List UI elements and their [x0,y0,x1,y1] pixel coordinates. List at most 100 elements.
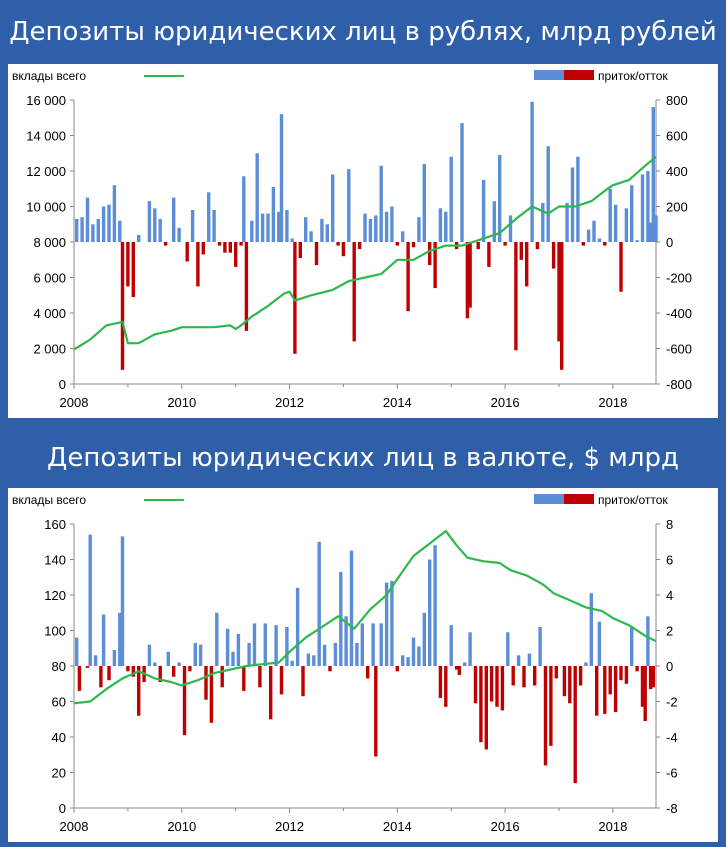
c1-flow-bar [163,242,168,246]
c2-flow-bar [506,632,510,666]
c1-flow-bar [619,242,623,292]
c1-x-tick-label: 2012 [275,395,304,410]
c1-left-tick-label: 0 [59,377,66,392]
c1-flow-bar [481,179,486,242]
c1-flow-bar [172,197,176,242]
c1-right-tick-label: 600 [666,129,688,144]
c1-flow-bar [331,174,335,242]
c2-flow-bar [406,657,410,666]
c2-flow-bar [371,623,375,666]
c2-flow-bar [589,593,593,666]
c2-flow-bar [107,666,111,681]
c1-flow-bar [158,218,162,242]
c2-flow-bar [182,666,187,736]
c2-flow-bar [527,653,532,666]
c1-flow-bar [613,204,618,242]
c1-x-tick-label: 2010 [167,395,196,410]
c1-left-tick-label: 2 000 [33,342,66,357]
c2-x-tick-label: 2012 [275,819,304,834]
c2-x-tick-label: 2008 [60,819,89,834]
c2-flow-bar [613,666,618,713]
c1-flow-bar [242,176,246,242]
c1-flow-bar [201,242,205,255]
c1-legend-flow-label: приток/отток [598,69,668,83]
c1-legend-total-label: вклады всего [12,69,86,83]
c2-flow-bar [204,666,208,700]
c1-legend-inflow-swatch [534,70,564,80]
c2-flow-bar [651,666,655,688]
c1-right-tick-label: 400 [666,164,688,179]
c2-flow-bar [562,666,567,697]
chart-2-plot-area: 0 20 40 60 80 100 120 140 160 -8 -6 -4 -2 0 2 4 6 8 2008 20… [8,488,718,842]
c2-flow-bar [533,666,537,686]
c1-flow-bar [290,238,294,242]
c1-flow-bar [347,169,351,242]
c2-flow-bar [635,666,639,672]
c1-flow-bar [357,242,362,250]
c2-x-tick-label: 2018 [598,819,627,834]
c1-flow-bar [177,227,181,242]
c1-flow-bar [285,210,289,242]
c1-x-tick-label: 2016 [491,395,520,410]
c1-flow-bar [603,242,607,246]
c1-flow-bar [390,206,394,242]
c1-flow-bar [487,242,491,267]
c1-flow-bar [444,211,448,242]
c1-flow-bar [234,242,238,267]
c2-flow-bar [225,628,230,666]
c2-flow-bar [177,662,181,666]
c1-flow-bar [101,206,106,242]
c2-flow-bar [198,644,203,666]
c2-flow-bar [454,666,459,670]
c2-flow-bar [147,644,152,666]
c1-flow-bar [379,165,383,242]
c1-flow-bar [298,242,302,258]
chart-1-svg: 0 2 000 4 000 6 000 8 000 10 000 12 000 14 000 1… [12,69,692,410]
c2-flow-bar [269,666,273,720]
chart-2-svg: 0 20 40 60 80 100 120 140 160 -8 -6 -4 -2 0 2 4 6 8 2008 20… [12,493,678,834]
c2-flow-bar [118,612,122,667]
c2-flow-bar [428,559,432,666]
c2-legend-flow-label: приток/отток [598,493,668,507]
c1-flow-bar [514,242,518,351]
c2-flow-bar [101,614,106,666]
c1-flow-bar [557,242,561,342]
c1-flow-bar [336,242,340,246]
c1-flow-bar [608,188,612,243]
c1-flow-bar [422,163,426,242]
c1-flow-bar [363,213,367,242]
c1-flow-bar [646,171,650,242]
c2-flow-bar [322,644,327,666]
chart-1-plot-area: 0 2 000 4 000 6 000 8 000 10 000 12 000 14 000 1… [8,64,718,418]
c1-flow-bar [80,217,84,242]
c2-flow-bar [220,666,224,688]
c2-flow-bar [231,651,235,666]
c2-flow-bar [395,666,399,672]
c1-right-tick-label: -800 [666,377,692,392]
c2-flow-bar [568,666,572,704]
c2-right-tick-label: 4 [666,588,673,603]
c1-flow-bar [395,242,399,246]
c2-flow-bar [473,666,478,704]
c1-flow-bar [586,229,591,242]
c1-right-tick-label: 200 [666,200,688,215]
c2-flow-bar [516,655,521,666]
c2-flow-bar [595,666,599,716]
c2-flow-bar [215,612,219,667]
c1-flow-bar [468,242,472,308]
c1-flow-bar [565,203,569,242]
c1-flow-bar [525,242,529,287]
c2-right-tick-label: 2 [666,624,673,639]
c1-flow-bar [384,211,389,242]
c2-flow-bar [422,612,426,667]
c1-flow-bar [85,197,90,242]
c1-flow-bar [185,242,189,262]
c2-flow-bar [468,632,472,666]
c2-flow-bar [247,642,251,666]
c2-flow-bar [549,666,553,746]
c1-left-tick-label: 16 000 [26,93,66,108]
c2-left-tick-label: 60 [52,695,66,710]
c2-flow-bar [411,637,416,666]
c2-left-tick-label: 140 [44,553,66,568]
c2-flow-bar [511,666,515,686]
